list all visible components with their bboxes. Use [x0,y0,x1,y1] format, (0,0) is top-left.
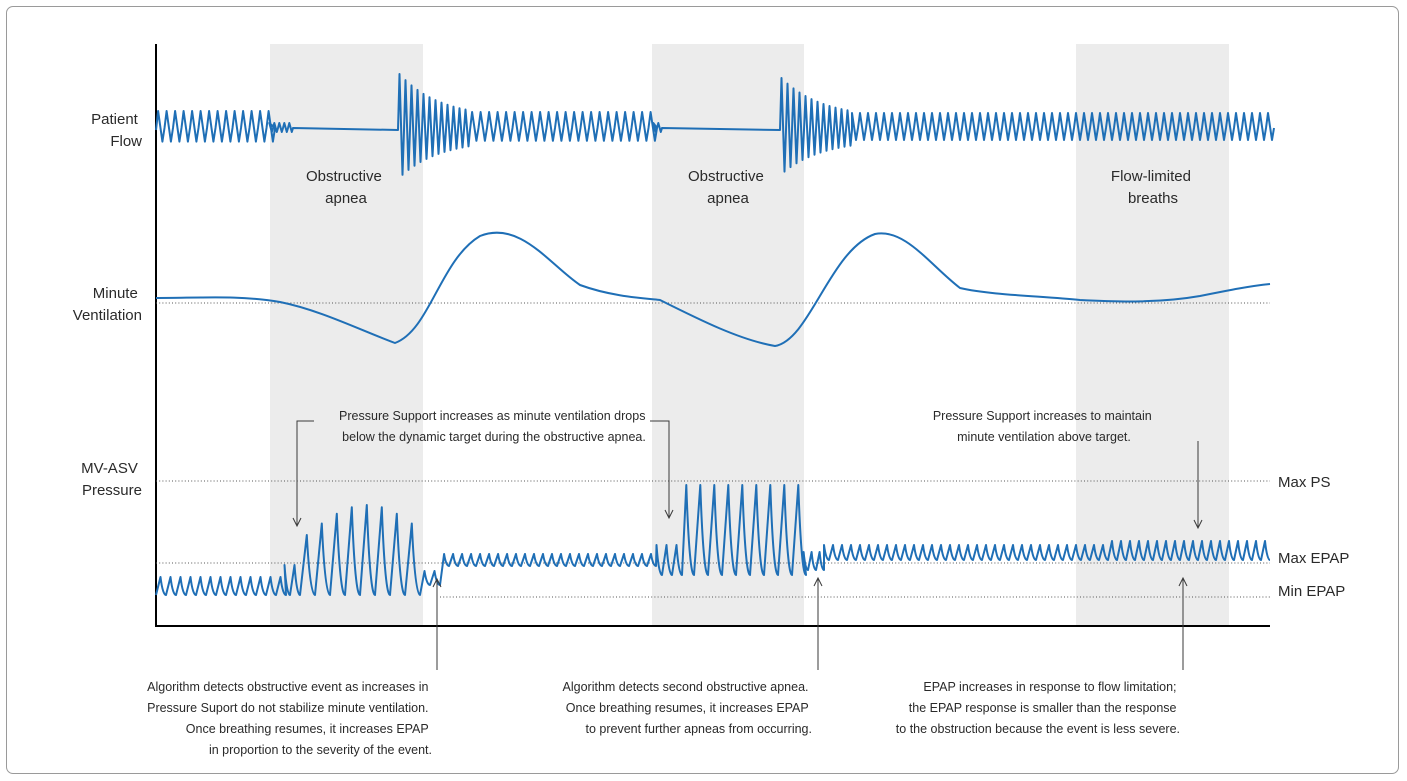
axes [155,44,1270,627]
label-max-ps: Max PS [1278,474,1331,491]
arrow-epap-1 [432,577,442,670]
patient-flow-trace [155,73,1275,176]
label-pressure: MV-ASV Pressure [81,460,142,499]
arrow-epap-3 [1178,576,1188,670]
event-label-2: Obstructive apnea [688,168,768,207]
arrow-ps-increase-2 [650,420,674,520]
event-label-3: Flow-limited breaths [1111,168,1195,207]
annotation-bottom-3: EPAP increases in response to flow limit… [896,680,1180,736]
event-band-3 [1076,44,1229,626]
annotation-bottom-2: Algorithm detects second obstructive apn… [563,680,812,736]
annotation-bottom-1: Algorithm detects obstructive event as i… [147,680,432,757]
arrow-epap-2 [813,576,823,670]
arrow-ps-maintain [1193,441,1203,530]
annotation-top-1: Pressure Support increases as minute ven… [339,409,649,444]
annotation-top-2: Pressure Support increases to maintain m… [933,409,1155,444]
event-band-2 [652,44,804,626]
label-max-epap: Max EPAP [1278,550,1349,567]
event-label-1: Obstructive apnea [306,168,386,207]
mv-asv-pressure-trace [155,484,1271,596]
minute-ventilation-trace [155,231,1271,347]
label-patient-flow: Patient Flow [91,111,142,150]
arrow-ps-increase-1 [292,420,314,528]
label-min-epap: Min EPAP [1278,583,1345,600]
label-minute-ventilation: Minute Ventilation [73,285,142,324]
figure-frame [6,6,1399,774]
